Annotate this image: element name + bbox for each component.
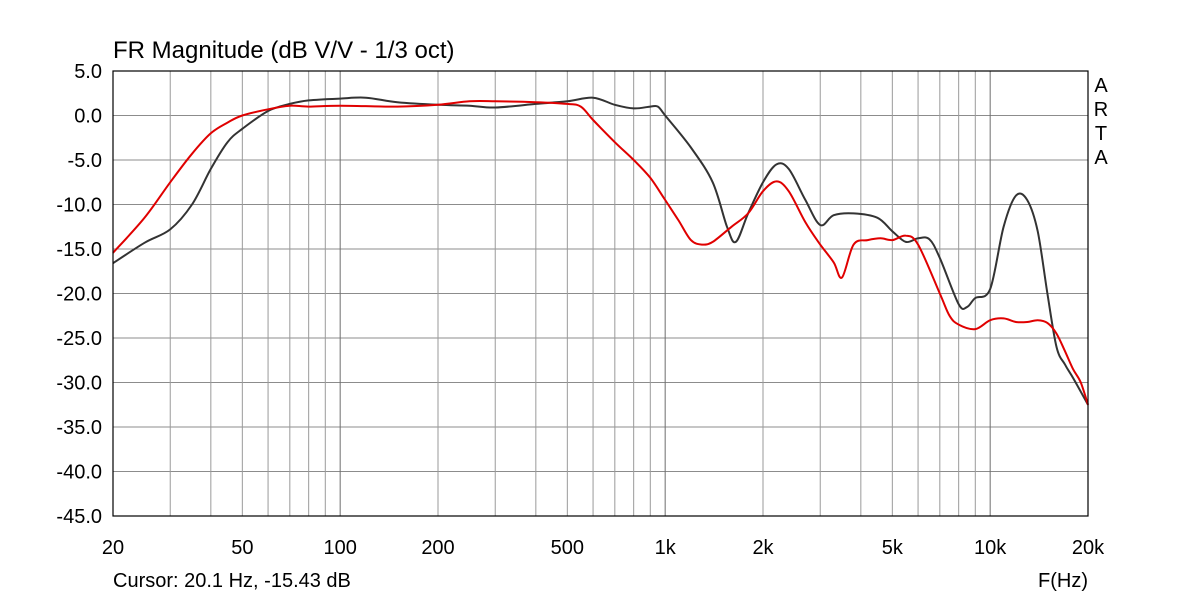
x-tick-label: 100 bbox=[323, 537, 356, 559]
cursor-readout: Cursor: 20.1 Hz, -15.43 dB bbox=[113, 570, 351, 592]
y-tick-label: -5.0 bbox=[68, 150, 102, 172]
y-tick-label: -20.0 bbox=[56, 284, 102, 306]
y-tick-label: -15.0 bbox=[56, 239, 102, 261]
x-tick-label: 500 bbox=[551, 537, 584, 559]
x-tick-label: 2k bbox=[752, 537, 774, 559]
y-tick-labels: 5.0 0.0 -5.0 -10.0 -15.0 -20.0 -25.0 -30.0 -35.0… bbox=[56, 61, 102, 528]
series-line-2 bbox=[112, 99, 1089, 406]
x-axis-label: F(Hz) bbox=[1038, 570, 1088, 592]
x-tick-label: 1k bbox=[655, 537, 677, 559]
x-tick-label: 10k bbox=[974, 537, 1007, 559]
y-tick-label: -40.0 bbox=[56, 462, 102, 484]
y-tick-label: 5.0 bbox=[74, 61, 102, 83]
y-tick-label: -10.0 bbox=[56, 195, 102, 217]
y-tick-label: 0.0 bbox=[74, 106, 102, 128]
y-tick-label: -25.0 bbox=[56, 328, 102, 350]
y-tick-label: -30.0 bbox=[56, 373, 102, 395]
x-tick-label: 5k bbox=[882, 537, 904, 559]
series-line-1 bbox=[112, 96, 1089, 406]
y-tick-label: -35.0 bbox=[56, 417, 102, 439]
watermark-letter: T bbox=[1095, 123, 1107, 145]
plot-frame bbox=[112, 70, 1089, 517]
series-layer bbox=[112, 96, 1089, 406]
x-tick-label: 20k bbox=[1072, 537, 1105, 559]
x-tick-labels: 20 50 100 200 500 1k 2k 5k 10k 20k bbox=[102, 537, 1105, 559]
y-tick-label: -45.0 bbox=[56, 506, 102, 528]
watermark-letter: R bbox=[1094, 99, 1108, 121]
grid bbox=[112, 70, 1089, 517]
watermark-letter: A bbox=[1094, 75, 1108, 97]
x-tick-label: 50 bbox=[231, 537, 253, 559]
chart-title: FR Magnitude (dB V/V - 1/3 oct) bbox=[113, 37, 454, 64]
watermark-letter: A bbox=[1094, 147, 1108, 169]
x-tick-label: 20 bbox=[102, 537, 124, 559]
x-tick-label: 200 bbox=[421, 537, 454, 559]
